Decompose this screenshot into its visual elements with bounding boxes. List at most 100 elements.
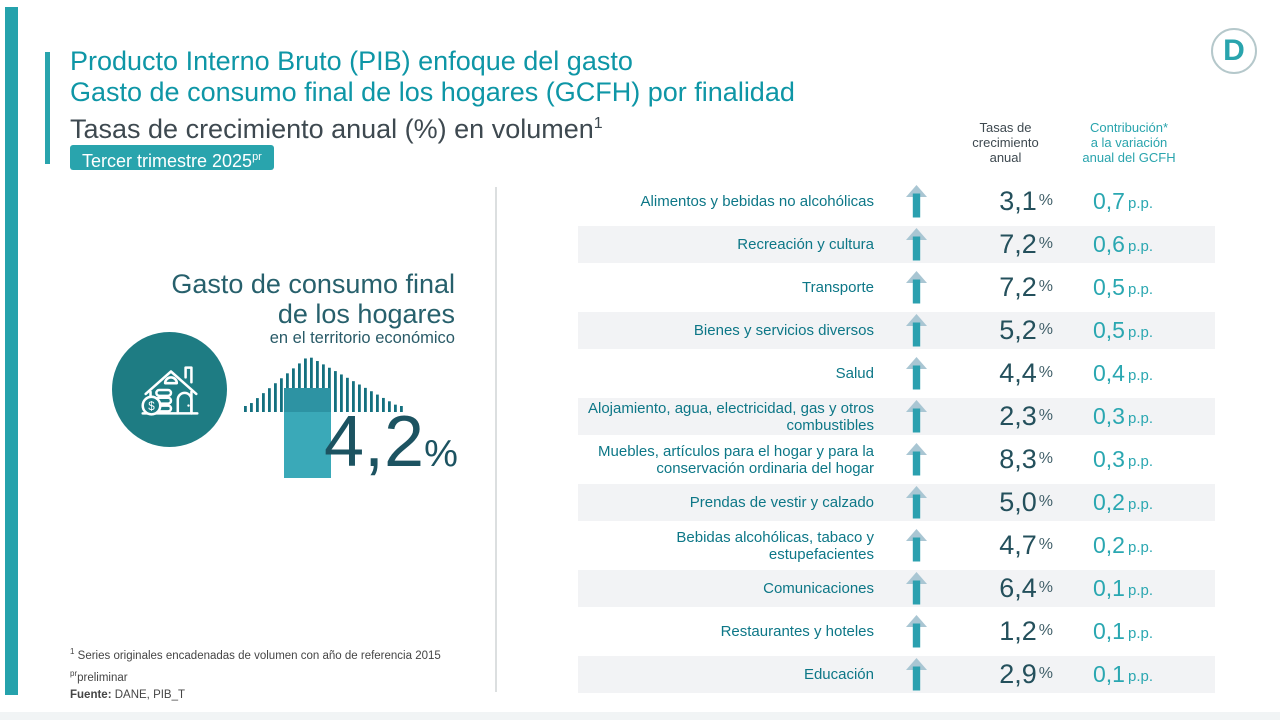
category-label: Bebidas alcohólicas, tabaco y estupefaci… [676,528,874,563]
table-row: Educación 2,9% 0,1 p.p. [578,656,1215,693]
category-label: Bienes y servicios diversos [693,322,874,339]
up-arrow-icon [874,400,958,433]
growth-value: 5,0% [999,487,1053,517]
table-row: Comunicaciones 6,4% 0,1 p.p. [578,570,1215,607]
table-row: Prendas de vestir y calzado 5,0% 0,2 p.p. [578,484,1215,521]
growth-value: 5,2% [999,315,1053,345]
up-arrow-icon [874,572,958,605]
total-growth-number: 4,2 [324,402,425,482]
contribution-value: 0,6 p.p. [1093,231,1154,257]
growth-value: 4,4% [999,358,1053,388]
growth-value: 7,2% [999,229,1053,259]
up-arrow-glyph [905,271,927,304]
up-arrow-icon [874,443,958,476]
infographic-subheading: en el territorio económico [269,329,455,347]
up-arrow-icon [874,185,958,218]
house-icon: $ [140,365,199,416]
up-arrow-glyph [905,314,927,347]
contribution-value: 0,5 p.p. [1093,317,1154,343]
up-arrow-glyph [905,443,927,476]
up-arrow-glyph [905,486,927,519]
title-line-3: Tasas de crecimiento anual (%) en volume… [70,114,603,144]
contribution-value: 0,3 p.p. [1093,403,1154,429]
up-arrow-icon [874,658,958,691]
up-arrow-glyph [905,185,927,218]
growth-value: 8,3% [999,444,1053,474]
footnote-marker: 1 [593,115,603,132]
growth-column-header: Tasas de crecimiento anual [972,120,1039,165]
striped-growth-arrow [244,357,403,478]
category-label: Alojamiento, agua, electricidad, gas y o… [588,399,874,434]
left-accent-strip [5,7,18,695]
preliminary-marker: pr [252,151,262,163]
category-label: Restaurantes y hoteles [720,623,874,640]
category-table: Alimentos y bebidas no alcohólicas 3,1% … [578,183,1215,699]
table-row: Bebidas alcohólicas, tabaco y estupefaci… [578,527,1215,564]
category-label: Recreación y cultura [737,236,874,253]
table-row: Alojamiento, agua, electricidad, gas y o… [578,398,1215,435]
footnotes: 1 Series originales encadenadas de volum… [70,643,441,704]
vertical-divider [495,187,497,692]
growth-value: 3,1% [999,186,1053,216]
up-arrow-icon [874,314,958,347]
contribution-column-header: Contribución* a la variación anual del G… [1082,120,1176,165]
infographic-heading: Gasto de consumo final de los hogares en… [155,269,455,348]
contribution-value: 0,4 p.p. [1093,360,1154,386]
table-row: Restaurantes y hoteles 1,2% 0,1 p.p. [578,613,1215,650]
contribution-value: 0,7 p.p. [1093,188,1154,214]
total-growth-value: 4,2% [324,400,458,496]
contribution-value: 0,1 p.p. [1093,618,1154,644]
table-row: Recreación y cultura 7,2% 0,6 p.p. [578,226,1215,263]
title-line-2: Gasto de consumo final de los hogares (G… [70,77,795,107]
house-savings-icon: $ [112,332,227,447]
up-arrow-glyph [905,357,927,390]
up-arrow-glyph [905,228,927,261]
table-row: Muebles, artículos para el hogar y para … [578,441,1215,478]
contribution-value: 0,1 p.p. [1093,575,1154,601]
category-label: Educación [803,666,874,683]
table-row: Transporte 7,2% 0,5 p.p. [578,269,1215,306]
up-arrow-glyph [905,572,927,605]
up-arrow-icon [874,357,958,390]
growth-value: 2,9% [999,659,1053,689]
up-arrow-glyph [905,529,927,562]
up-arrow-glyph [905,615,927,648]
infographic-heading-line-1: Gasto de consumo final [171,269,455,299]
up-arrow-icon [874,228,958,261]
table-row: Bienes y servicios diversos 5,2% 0,5 p.p. [578,312,1215,349]
up-arrow-icon [874,615,958,648]
category-label: Salud [835,365,874,382]
quarter-badge: Tercer trimestre 2025pr [70,145,274,171]
table-row: Alimentos y bebidas no alcohólicas 3,1% … [578,183,1215,220]
bottom-strip [0,712,1280,720]
infographic-heading-line-2: de los hogares [277,299,455,329]
category-label: Prendas de vestir y calzado [689,494,874,511]
contribution-value: 0,2 p.p. [1093,532,1154,558]
table-row: Salud 4,4% 0,4 p.p. [578,355,1215,392]
dane-logo: D [1211,28,1257,74]
category-label: Alimentos y bebidas no alcohólicas [640,193,874,210]
dane-logo-letter: D [1223,34,1245,67]
up-arrow-icon [874,486,958,519]
contribution-value: 0,1 p.p. [1093,661,1154,687]
growth-value: 1,2% [999,616,1053,646]
source-note: Fuente: DANE, PIB_T [70,688,186,701]
growth-value: 7,2% [999,272,1053,302]
total-growth-unit: % [424,433,458,475]
growth-value: 2,3% [999,401,1053,431]
contribution-value: 0,3 p.p. [1093,446,1154,472]
footnote-1: 1 Series originales encadenadas de volum… [70,647,441,662]
title-line-1: Producto Interno Bruto (PIB) enfoque del… [70,46,633,76]
svg-text:$: $ [148,399,155,412]
up-arrow-icon [874,271,958,304]
up-arrow-glyph [905,658,927,691]
page-title: Producto Interno Bruto (PIB) enfoque del… [70,46,795,145]
growth-value: 4,7% [999,530,1053,560]
growth-value: 6,4% [999,573,1053,603]
category-label: Muebles, artículos para el hogar y para … [598,442,874,477]
category-label: Transporte [802,279,874,296]
title-accent-bar [45,52,50,164]
contribution-value: 0,5 p.p. [1093,274,1154,300]
contribution-value: 0,2 p.p. [1093,489,1154,515]
